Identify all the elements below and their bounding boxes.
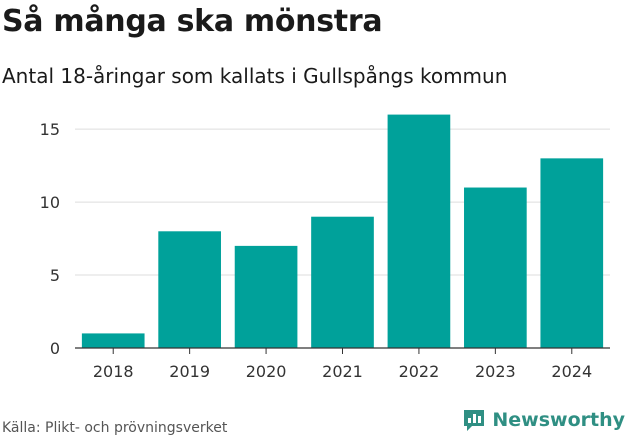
x-tick-label: 2019 (169, 362, 210, 381)
y-tick-label: 15 (40, 120, 60, 139)
y-tick-label: 0 (50, 339, 60, 358)
x-tick-label: 2021 (322, 362, 363, 381)
bar-chart-speech-bubble-icon (464, 410, 485, 431)
x-tick-label: 2023 (475, 362, 516, 381)
bar-2018 (81, 333, 145, 348)
x-tick-label: 2022 (399, 362, 440, 381)
brand-logo: Newsworthy (462, 408, 625, 432)
y-tick-label: 5 (50, 266, 60, 285)
bar-2024 (540, 158, 604, 348)
brand-name: Newsworthy (492, 409, 625, 431)
source-note: Källa: Plikt- och prövningsverket (2, 420, 228, 436)
x-tick-label: 2024 (551, 362, 592, 381)
bar-2019 (158, 231, 221, 348)
bar-2022 (387, 114, 451, 349)
chart-title: Så många ska mönstra (2, 4, 383, 39)
bar-2021 (311, 216, 374, 348)
bar-2023 (464, 187, 527, 348)
bar-2020 (234, 245, 298, 348)
bar-chart: 0 5 10 15 2018 2019 2020 2021 2022 2023 2024 (40, 114, 610, 381)
x-tick-label: 2018 (93, 362, 134, 381)
y-tick-label: 10 (40, 193, 60, 212)
chart-subtitle: Antal 18-åringar som kallats i Gullspång… (2, 64, 508, 88)
x-tick-label: 2020 (246, 362, 287, 381)
